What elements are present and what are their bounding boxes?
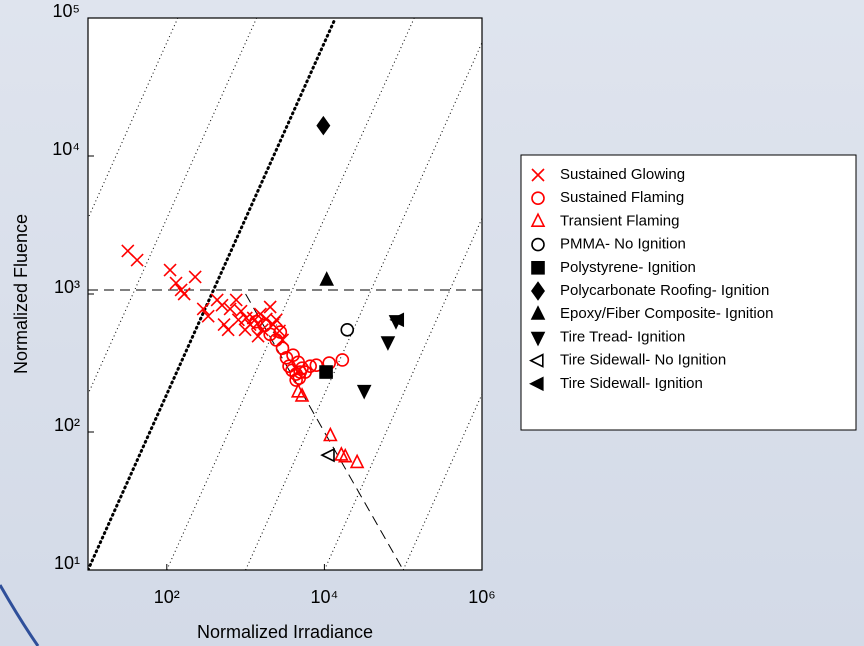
point [169, 276, 183, 290]
point [334, 446, 349, 461]
point [229, 293, 243, 307]
x-tick-label: 10⁶ [468, 587, 495, 607]
legend-marker [530, 212, 546, 227]
point [294, 387, 310, 402]
point [201, 309, 215, 323]
legend-marker [531, 237, 545, 252]
point [249, 314, 263, 329]
reference-line [402, 392, 482, 570]
point [196, 302, 210, 316]
reference-line [88, 18, 179, 220]
legend-marker [531, 260, 545, 275]
point [316, 115, 331, 136]
legend-marker [529, 353, 544, 368]
point [335, 353, 350, 367]
legend-label: Sustained Glowing [560, 166, 685, 183]
point [238, 323, 252, 337]
reference-line [166, 18, 415, 570]
decor-arc [0, 584, 40, 646]
point [289, 373, 303, 387]
point [223, 302, 237, 316]
point [309, 358, 324, 372]
point [263, 300, 277, 314]
reference-line [323, 217, 482, 570]
legend-label: Transient Flaming [560, 212, 680, 229]
x-tick-label: 10⁴ [311, 587, 339, 607]
point [215, 298, 229, 312]
legend-label: Sustained Flaming [560, 189, 684, 206]
legend-marker [530, 331, 546, 347]
point [389, 312, 405, 328]
point [380, 336, 396, 351]
point [221, 323, 235, 337]
point [273, 325, 288, 339]
legend-label: Tire Tread- Ignition [560, 328, 685, 345]
y-tick-label: 10¹ [54, 553, 80, 573]
legend-marker [530, 305, 546, 320]
plot-area [88, 18, 482, 570]
point [323, 426, 338, 442]
legend-label: Tire Sidewall- No Ignition [560, 352, 726, 369]
y-tick-label: 10⁵ [53, 1, 80, 21]
point [130, 253, 144, 267]
point [319, 271, 335, 286]
x-tick-label: 10² [154, 587, 180, 607]
x-axis-label: Normalized Irradiance [197, 622, 373, 642]
point [319, 365, 333, 379]
point [293, 365, 307, 379]
data-marks [121, 115, 405, 469]
y-tick-label: 10⁴ [52, 139, 80, 159]
point [320, 447, 335, 463]
reference-line [245, 41, 482, 570]
point [356, 384, 372, 400]
point [251, 329, 265, 343]
legend-marker [531, 191, 545, 205]
reference-line [88, 18, 258, 396]
legend-marker [531, 168, 545, 182]
legend-label: Polystyrene- Ignition [560, 259, 696, 276]
point [217, 318, 231, 332]
legend-marker [531, 281, 545, 301]
y-tick-label: 10² [54, 415, 80, 435]
point [163, 263, 177, 277]
point [177, 287, 191, 301]
legend-entries: Sustained Glowing Sustained Flaming Transi… [529, 166, 773, 392]
legend-marker [529, 376, 544, 392]
legend-label: Polycarbonate Roofing- Ignition [560, 282, 769, 299]
point [337, 447, 353, 463]
point [303, 359, 317, 373]
legend [520, 154, 857, 431]
point [231, 313, 245, 327]
point [349, 453, 365, 469]
y-tick-label: 10³ [54, 277, 80, 297]
point [286, 348, 300, 363]
point [234, 304, 248, 318]
point [279, 350, 294, 365]
legend-label: PMMA- No Ignition [560, 236, 686, 253]
point [269, 313, 283, 327]
legend-label: Epoxy/Fiber Composite- Ignition [560, 305, 773, 322]
y-axis-label: Normalized Fluence [11, 214, 31, 374]
legend-label: Tire Sidewall- Ignition [560, 375, 703, 392]
point [188, 270, 202, 284]
point [340, 323, 355, 337]
